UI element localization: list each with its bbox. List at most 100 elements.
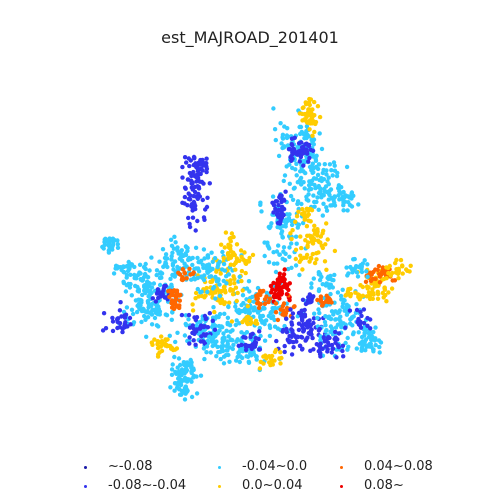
map-point [309,115,315,120]
map-point [191,193,196,199]
map-point [344,312,350,317]
map-point [228,246,233,251]
map-point [218,297,223,302]
map-point [197,320,202,325]
map-point [188,178,194,183]
map-point [241,300,246,306]
map-point [305,233,310,238]
map-point [360,342,366,347]
map-point [326,276,331,282]
map-point [306,212,311,218]
map-point [110,328,116,334]
map-point [407,269,412,274]
map-point [229,319,235,324]
map-point [332,272,337,278]
map-point [175,382,181,387]
map-point [141,264,147,270]
map-point [201,324,207,329]
map-point [236,350,241,356]
map-point [218,271,223,276]
map-point [257,288,263,294]
map-point [183,186,188,191]
map-point [262,297,268,302]
map-point [211,305,216,310]
map-point [226,255,231,260]
map-point [380,290,385,296]
map-point [396,276,401,281]
map-point [400,271,405,276]
map-point [235,354,240,360]
map-point [156,324,161,329]
map-point [299,182,304,187]
map-point [290,228,295,233]
map-point [336,316,342,322]
map-point [173,339,178,345]
map-point [179,312,185,318]
map-point [169,345,175,351]
map-point [213,275,218,280]
map-point [367,330,372,335]
map-point [273,137,278,143]
map-point [177,298,182,303]
map-point [186,191,191,196]
map-point [180,164,185,170]
map-point [279,207,284,212]
map-point [160,247,166,252]
legend-swatch-4 [218,485,221,488]
map-point [375,291,381,297]
map-point [178,382,184,388]
map-point [243,270,248,276]
map-point [159,290,164,295]
map-point [101,246,106,251]
map-point [396,266,401,271]
map-point [324,205,329,210]
map-point [329,195,334,201]
map-point [186,312,192,318]
map-point [182,271,188,276]
map-point [197,326,203,331]
map-point [275,261,280,266]
map-point [303,238,308,243]
map-point [317,131,322,136]
map-point [299,145,305,150]
map-point [189,394,195,400]
map-point [221,256,226,261]
map-point [210,318,215,323]
map-point [178,292,183,298]
map-point [251,351,257,357]
map-point [330,346,335,352]
map-point [305,325,310,330]
map-point [174,292,179,297]
map-point [202,356,207,362]
map-point [285,266,291,272]
map-point [304,301,309,306]
map-point [176,356,182,361]
map-point [202,295,207,300]
map-point [152,337,157,342]
map-point [289,352,295,357]
map-point [281,272,287,277]
map-point [344,305,350,310]
map-point [322,259,328,264]
map-point [358,319,363,325]
map-point [320,213,325,218]
map-point [284,326,289,332]
map-point [169,372,175,377]
map-point [321,228,326,233]
map-point [195,218,200,224]
map-point [363,348,368,353]
map-point [251,299,257,304]
map-point [218,356,223,362]
map-point [311,193,316,198]
map-point [316,307,321,312]
map-point [145,285,150,290]
map-point [195,255,200,261]
map-point [276,203,281,208]
map-point [292,185,297,190]
map-point [195,266,201,271]
map-point [297,124,302,130]
map-point [182,194,188,200]
map-point [327,162,333,167]
map-point [157,275,163,281]
map-point [301,255,307,260]
